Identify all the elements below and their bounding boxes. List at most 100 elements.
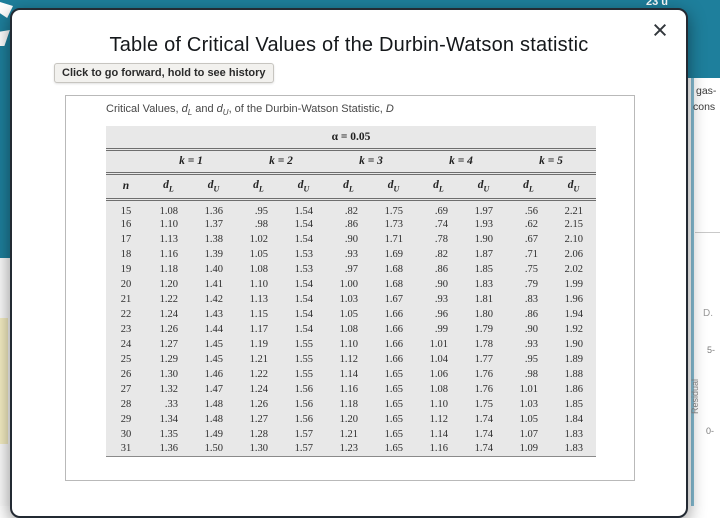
value-cell: 1.27 xyxy=(249,413,268,425)
value-cell: 1.85 xyxy=(474,263,493,275)
d-column-header: dU xyxy=(551,173,597,201)
value-cell: 1.92 xyxy=(564,323,584,335)
table-container: Critical Values, dL and dU, of the Durbi… xyxy=(65,95,635,481)
value-cell: 1.44 xyxy=(204,323,223,335)
d-column-header: dL xyxy=(506,173,551,201)
value-cell: 1.66 xyxy=(384,308,403,320)
n-cell: 26 xyxy=(120,368,132,380)
value-cell: 1.16 xyxy=(339,383,358,395)
y-axis-label-residual: Residual xyxy=(690,378,700,414)
value-cell: 1.54 xyxy=(294,308,313,320)
n-cell: 30 xyxy=(120,428,132,440)
n-cell: 23 xyxy=(120,323,132,335)
k-header: k = 5 xyxy=(506,149,597,175)
panel-border-line xyxy=(691,78,694,506)
header-text-fragment: 23 u xyxy=(646,0,669,8)
value-cell: 1.66 xyxy=(384,323,403,335)
value-cell: 1.02 xyxy=(249,233,268,245)
value-cell: 1.73 xyxy=(384,218,403,230)
value-cell: .97 xyxy=(344,263,358,275)
value-cell: 1.13 xyxy=(159,233,178,245)
d-column-header: dL xyxy=(146,173,191,201)
value-cell: 1.85 xyxy=(564,398,584,410)
value-cell: 1.66 xyxy=(384,338,403,350)
value-cell: 1.57 xyxy=(294,428,313,440)
value-cell: 2.10 xyxy=(564,233,584,245)
value-cell: 1.56 xyxy=(294,398,313,410)
n-cell: 20 xyxy=(120,278,132,290)
history-tooltip: Click to go forward, hold to see history xyxy=(54,63,274,83)
value-cell: 1.74 xyxy=(461,441,506,458)
caption-du-sub: U xyxy=(222,108,229,118)
n-cell: 17 xyxy=(120,233,132,245)
value-cell: 1.54 xyxy=(294,293,313,305)
table-row: 17 1.13 1.38 1.02 1.54 .90 1.71 .78 1.90 .67 2.10 xyxy=(106,232,596,247)
value-cell: .93 xyxy=(524,338,538,350)
value-cell: 1.18 xyxy=(159,263,178,275)
value-cell: 1.21 xyxy=(249,353,268,365)
logo-fragment-icon xyxy=(0,30,10,46)
value-cell: .79 xyxy=(524,278,538,290)
content-text-fragment: cons xyxy=(693,101,716,113)
content-panel-fragment xyxy=(694,78,720,506)
n-cell: 24 xyxy=(120,338,132,350)
value-cell: .86 xyxy=(434,263,448,275)
value-cell: 1.88 xyxy=(564,368,584,380)
k-header-spacer xyxy=(106,149,146,175)
table-row: 20 1.20 1.41 1.10 1.54 1.00 1.68 .90 1.83 .79 1.99 xyxy=(106,277,596,292)
value-cell: .71 xyxy=(524,248,538,260)
table-row: 19 1.18 1.40 1.08 1.53 .97 1.68 .86 1.85 .75 2.02 xyxy=(106,262,596,277)
column-header-row: n dL dU dL dU dL dU dL dU dL dU xyxy=(106,173,597,201)
caption-text: and xyxy=(192,103,217,115)
value-cell: 1.55 xyxy=(294,353,313,365)
value-cell: .69 xyxy=(434,205,448,217)
caption-du: d xyxy=(216,103,223,115)
k-header: k = 2 xyxy=(236,149,326,175)
value-cell: .75 xyxy=(524,263,538,275)
value-cell: 1.34 xyxy=(159,413,178,425)
n-cell: 27 xyxy=(120,383,132,395)
value-cell: 1.07 xyxy=(519,428,538,440)
value-cell: 1.93 xyxy=(474,218,493,230)
value-cell: 1.00 xyxy=(339,278,358,290)
value-cell: 1.84 xyxy=(564,413,584,425)
value-cell: 1.14 xyxy=(339,368,358,380)
value-cell: 1.68 xyxy=(384,263,403,275)
value-cell: 1.75 xyxy=(384,205,403,217)
table-caption: Critical Values, dL and dU, of the Durbi… xyxy=(106,103,634,117)
modal-title: Table of Critical Values of the Durbin-W… xyxy=(109,34,589,56)
value-cell: 1.09 xyxy=(506,441,551,458)
value-cell: 1.05 xyxy=(339,308,358,320)
table-body: 15 1.08 1.36.95 1.54.82 1.75.69 1.97.56 2.21 16… xyxy=(106,199,597,458)
value-cell: 1.26 xyxy=(159,323,178,335)
value-cell: 1.22 xyxy=(249,368,268,380)
value-cell: 1.65 xyxy=(371,441,416,458)
alpha-header: α = 0.05 xyxy=(106,126,597,151)
table-row: 30 1.35 1.49 1.28 1.57 1.21 1.65 1.14 1.74 1.07 1.… xyxy=(106,427,596,442)
value-cell: .93 xyxy=(434,293,448,305)
value-cell: 1.87 xyxy=(474,248,493,260)
value-cell: 1.54 xyxy=(294,233,313,245)
value-cell: 1.45 xyxy=(204,353,223,365)
n-cell: 29 xyxy=(120,413,132,425)
value-cell: 1.21 xyxy=(339,428,358,440)
value-cell: 1.38 xyxy=(204,233,223,245)
value-cell: 1.54 xyxy=(294,278,313,290)
highlight-strip xyxy=(0,318,8,444)
value-cell: 1.03 xyxy=(339,293,358,305)
value-cell: 1.08 xyxy=(339,323,358,335)
durbin-watson-modal: Table of Critical Values of the Durbin-W… xyxy=(10,8,688,518)
value-cell: .62 xyxy=(524,218,538,230)
minimize-button[interactable] xyxy=(617,22,641,40)
value-cell: 1.28 xyxy=(249,428,268,440)
value-cell: 1.16 xyxy=(416,441,461,458)
table-row: 16 1.10 1.37 .98 1.54 .86 1.73 .74 1.93 .62 2.15 xyxy=(106,217,596,232)
value-cell: 1.65 xyxy=(384,383,403,395)
value-cell: 1.20 xyxy=(339,413,358,425)
value-cell: 1.14 xyxy=(429,428,448,440)
y-axis-tick-0: 0- xyxy=(706,426,715,436)
value-cell: 1.06 xyxy=(429,368,448,380)
close-button[interactable]: × xyxy=(645,14,675,46)
value-cell: 1.77 xyxy=(474,353,493,365)
value-cell: 1.36 xyxy=(146,441,191,458)
